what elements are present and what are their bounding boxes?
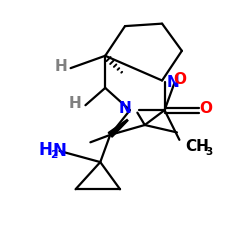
Text: N: N xyxy=(167,76,179,90)
Text: H: H xyxy=(39,141,53,159)
Text: 3: 3 xyxy=(205,147,212,157)
Text: N: N xyxy=(52,142,66,160)
Text: H: H xyxy=(69,96,82,112)
Text: H: H xyxy=(54,60,67,74)
Text: 2: 2 xyxy=(50,150,58,160)
Text: CH: CH xyxy=(186,138,210,154)
Text: O: O xyxy=(173,72,186,87)
Text: O: O xyxy=(199,102,212,116)
Polygon shape xyxy=(108,120,128,137)
Text: N: N xyxy=(119,102,132,116)
